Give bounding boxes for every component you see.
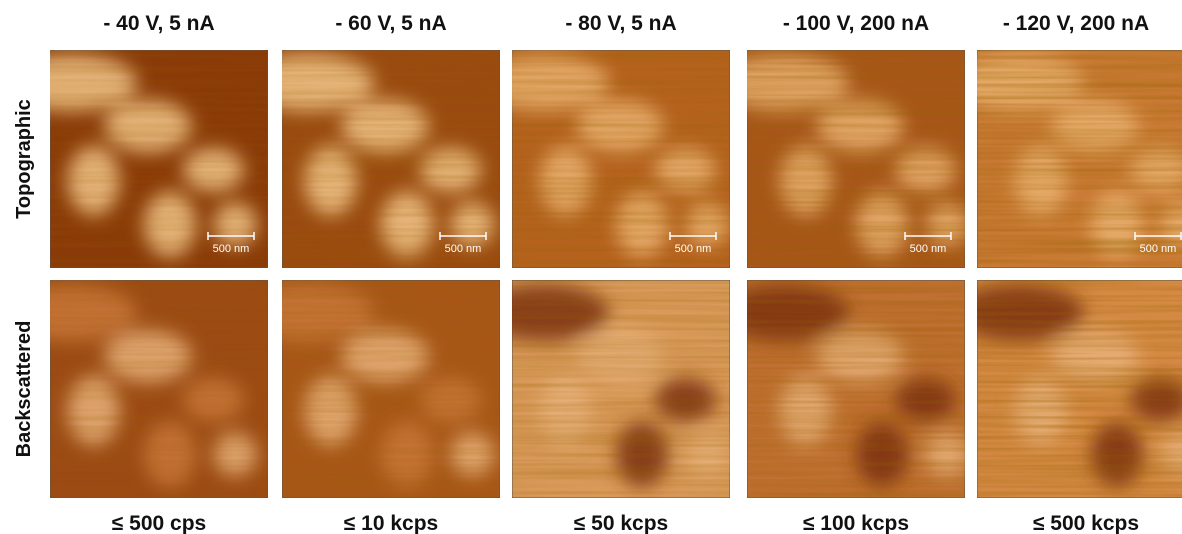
column-footer: ≤ 10 kcps bbox=[344, 512, 438, 534]
column-header: - 100 V, 200 nA bbox=[783, 12, 929, 35]
scale-bar-label: 500 nm bbox=[445, 243, 482, 255]
column-footer: ≤ 500 cps bbox=[112, 512, 206, 534]
image-panel bbox=[478, 280, 730, 498]
column-header: - 40 V, 5 nA bbox=[103, 12, 214, 35]
scale-bar-label: 500 nm bbox=[213, 243, 250, 255]
image-panel: 500 nm bbox=[243, 50, 500, 268]
panel-noise bbox=[512, 280, 730, 498]
panel-noise bbox=[747, 280, 965, 498]
image-panel: 500 nm bbox=[478, 50, 730, 268]
image-panel bbox=[243, 280, 500, 498]
row-label: Topographic bbox=[13, 99, 35, 219]
image-panel bbox=[953, 280, 1182, 498]
column-footer: ≤ 50 kcps bbox=[574, 512, 668, 534]
image-panel bbox=[6, 280, 268, 498]
scale-bar-label: 500 nm bbox=[910, 243, 947, 255]
image-panel: 500 nm bbox=[953, 50, 1182, 268]
column-header: - 60 V, 5 nA bbox=[335, 12, 446, 35]
column-footer: ≤ 100 kcps bbox=[803, 512, 909, 534]
image-panel: 500 nm bbox=[718, 50, 969, 268]
image-panel: 500 nm bbox=[6, 50, 268, 268]
panel-noise bbox=[50, 280, 268, 498]
column-header: - 120 V, 200 nA bbox=[1003, 12, 1149, 35]
scale-bar-label: 500 nm bbox=[1140, 243, 1177, 255]
column-footer: ≤ 500 kcps bbox=[1033, 512, 1139, 534]
figure: Topographic Backscattered - 40 V, 5 nA 50… bbox=[0, 0, 1182, 534]
row-label: Backscattered bbox=[13, 321, 35, 458]
panel-noise bbox=[282, 280, 500, 498]
image-panel bbox=[718, 280, 969, 498]
column-header: - 80 V, 5 nA bbox=[565, 12, 676, 35]
scale-bar-label: 500 nm bbox=[675, 243, 712, 255]
panel-noise bbox=[977, 280, 1182, 498]
